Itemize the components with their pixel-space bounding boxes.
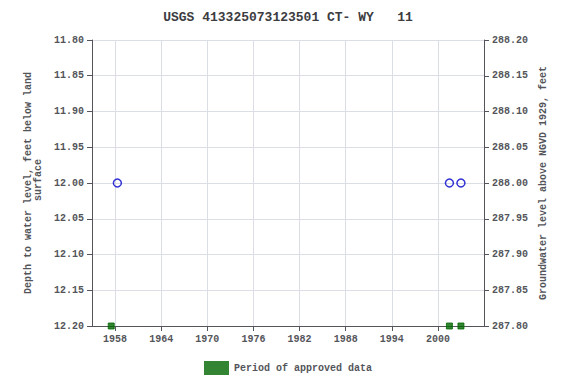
svg-text:12.15: 12.15 (54, 285, 84, 296)
svg-text:1988: 1988 (334, 334, 358, 345)
svg-text:287.85: 287.85 (492, 285, 528, 296)
svg-text:288.00: 288.00 (492, 178, 528, 189)
svg-text:287.80: 287.80 (492, 321, 528, 332)
svg-text:1964: 1964 (149, 334, 173, 345)
svg-text:1982: 1982 (288, 334, 312, 345)
svg-text:11.85: 11.85 (54, 70, 84, 81)
svg-text:surface: surface (33, 159, 44, 207)
svg-text:11.80: 11.80 (54, 35, 84, 46)
svg-text:1994: 1994 (380, 334, 404, 345)
svg-text:12.20: 12.20 (54, 321, 84, 332)
svg-text:287.95: 287.95 (492, 213, 528, 224)
svg-text:Groundwater level above NGVD 1: Groundwater level above NGVD 1929, feet (538, 66, 549, 300)
svg-text:288.15: 288.15 (492, 70, 528, 81)
svg-text:1976: 1976 (241, 334, 265, 345)
svg-text:287.90: 287.90 (492, 249, 528, 260)
svg-text:11.95: 11.95 (54, 142, 84, 153)
svg-text:1958: 1958 (103, 334, 127, 345)
svg-text:288.10: 288.10 (492, 106, 528, 117)
svg-text:Period of approved data: Period of approved data (234, 363, 372, 374)
svg-text:Depth to water level, feet bel: Depth to water level, feet below land (22, 72, 34, 294)
svg-text:11.90: 11.90 (54, 106, 84, 117)
svg-text:USGS 413325073123501 CT- WY: USGS 413325073123501 CT- WY 11 (163, 10, 413, 25)
svg-text:12.05: 12.05 (54, 213, 84, 224)
svg-text:1970: 1970 (195, 334, 219, 345)
svg-text:12.10: 12.10 (54, 249, 84, 260)
svg-text:12.00: 12.00 (54, 178, 84, 189)
svg-text:288.05: 288.05 (492, 142, 528, 153)
svg-text:2000: 2000 (426, 334, 450, 345)
svg-text:288.20: 288.20 (492, 35, 528, 46)
